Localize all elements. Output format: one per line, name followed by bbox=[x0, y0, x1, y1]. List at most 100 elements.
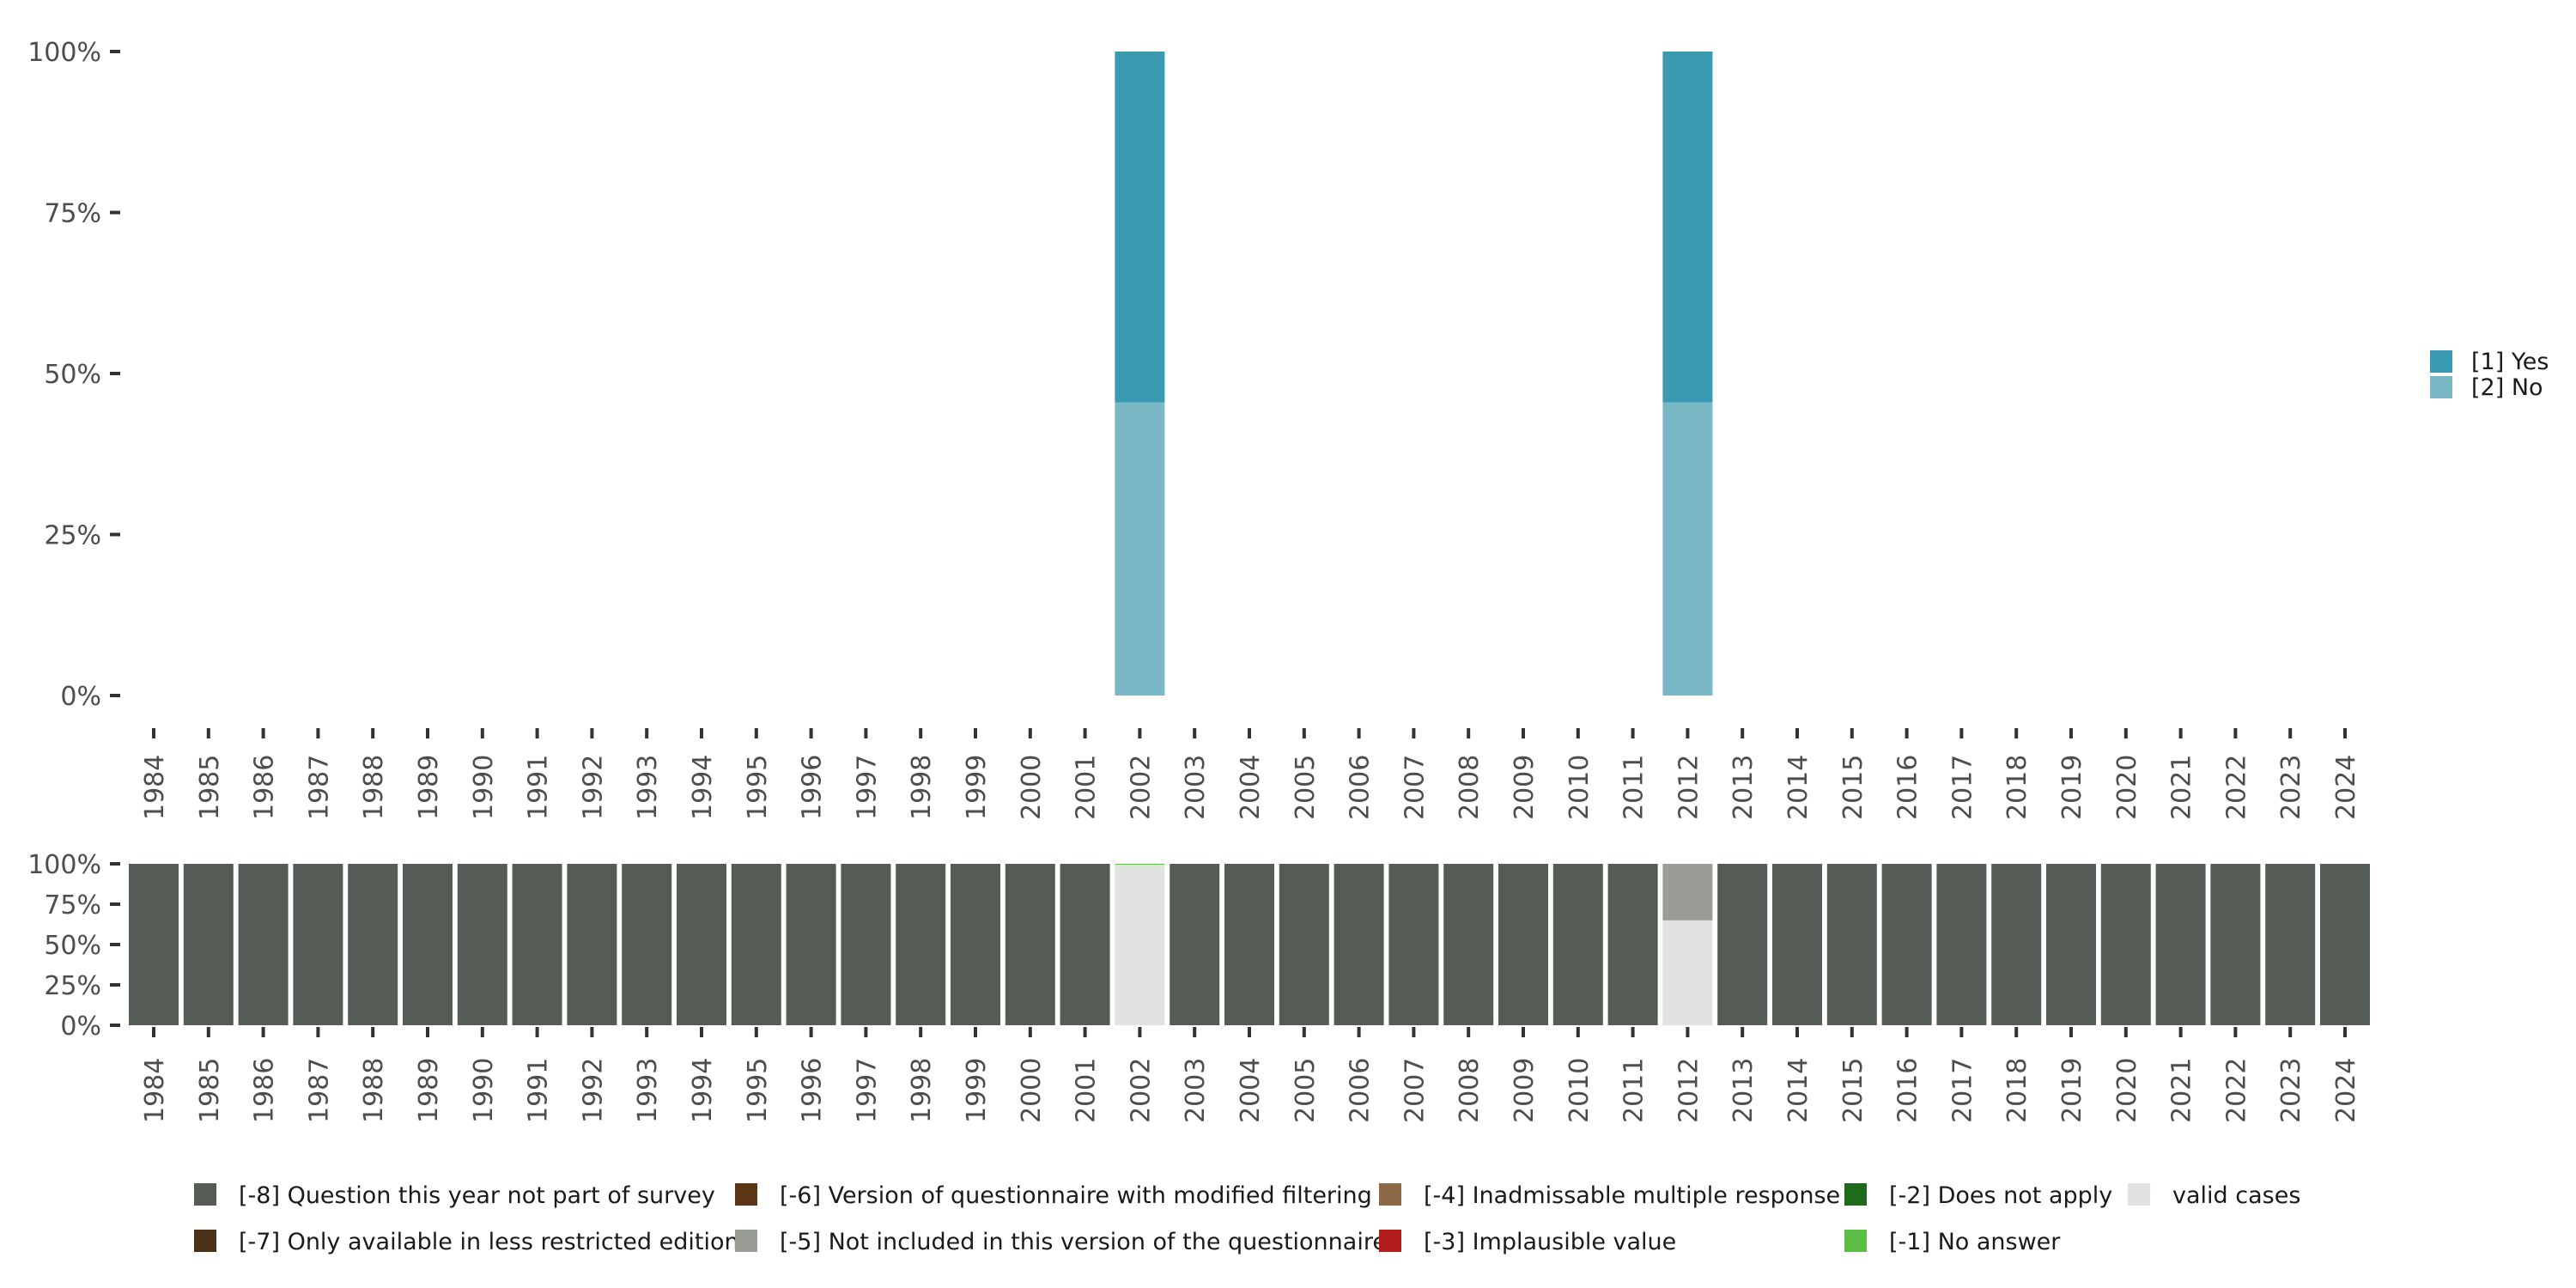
bottom-legend-label: [-1] No answer bbox=[1889, 1229, 2061, 1255]
missing-bar-1994 bbox=[677, 864, 726, 1025]
missing-bar-1992 bbox=[567, 864, 617, 1025]
bottom-legend-label: [-3] Implausible value bbox=[1424, 1229, 1676, 1255]
x-tick-label: 2014 bbox=[1783, 755, 1814, 820]
missing-bar-2002 bbox=[1115, 864, 1165, 1025]
y-tick-label: 25% bbox=[44, 521, 101, 551]
x-tick-label: 1984 bbox=[140, 755, 170, 820]
x-tick-label: 2006 bbox=[1346, 755, 1376, 820]
x-tick-label: 1994 bbox=[688, 755, 718, 820]
missing-bar-2000 bbox=[1005, 864, 1055, 1025]
x-tick-label: 1993 bbox=[633, 1058, 663, 1123]
x-tick-label: 2023 bbox=[2276, 755, 2306, 820]
x-tick-label: 2015 bbox=[1838, 755, 1868, 820]
x-tick-label: 2021 bbox=[2167, 755, 2197, 820]
bottom-legend-swatch bbox=[194, 1183, 216, 1206]
missing-bar-2005 bbox=[1279, 864, 1329, 1025]
x-tick-label: 2003 bbox=[1181, 1058, 1211, 1123]
missing-bar-1997 bbox=[841, 864, 891, 1025]
missing-bar-2003 bbox=[1170, 864, 1220, 1025]
missing-bar-2024 bbox=[2320, 864, 2370, 1025]
missing-bar-2013 bbox=[1717, 864, 1768, 1025]
missing-bar-1985 bbox=[183, 864, 234, 1025]
bottom-legend-label: valid cases bbox=[2172, 1182, 2300, 1209]
missing-bar-2009 bbox=[1498, 864, 1548, 1025]
x-tick-label: 2004 bbox=[1236, 755, 1266, 820]
x-tick-label: 2018 bbox=[2002, 755, 2032, 820]
missing-bar-1998 bbox=[896, 864, 946, 1025]
x-tick-label: 2005 bbox=[1291, 755, 1321, 820]
missing-bar-1996 bbox=[786, 864, 836, 1025]
missing-bar-2002 bbox=[1115, 864, 1165, 865]
missing-bar-2016 bbox=[1881, 864, 1932, 1025]
x-tick-label: 2005 bbox=[1291, 1058, 1321, 1123]
x-tick-label: 2010 bbox=[1564, 755, 1595, 820]
bottom-legend-label: [-7] Only available in less restricted e… bbox=[239, 1229, 739, 1255]
legend-swatch-yes bbox=[2430, 350, 2452, 373]
x-tick-label: 2008 bbox=[1455, 1058, 1485, 1123]
x-tick-label: 2002 bbox=[1126, 755, 1156, 820]
x-tick-label: 1996 bbox=[798, 755, 828, 820]
x-tick-label: 2000 bbox=[1017, 755, 1047, 820]
x-tick-label: 1986 bbox=[250, 1058, 280, 1123]
missing-bar-2007 bbox=[1388, 864, 1439, 1025]
x-tick-label: 1987 bbox=[304, 1058, 334, 1123]
bottom-legend-label: [-2] Does not apply bbox=[1889, 1182, 2112, 1209]
missing-bar-2004 bbox=[1224, 864, 1274, 1025]
x-tick-label: 1989 bbox=[414, 1058, 444, 1123]
x-tick-label: 2017 bbox=[1947, 755, 1978, 820]
x-tick-label: 2018 bbox=[2002, 1058, 2032, 1123]
x-tick-label: 2007 bbox=[1400, 755, 1430, 820]
y-tick-label: 50% bbox=[44, 360, 101, 390]
missing-bar-2018 bbox=[1991, 864, 2042, 1025]
x-tick-label: 1986 bbox=[250, 755, 280, 820]
bottom-legend-swatch bbox=[1844, 1183, 1867, 1206]
bottom-legend-swatch bbox=[735, 1230, 757, 1252]
y-tick-label: 0% bbox=[60, 682, 101, 712]
x-tick-label: 2022 bbox=[2221, 1058, 2251, 1123]
x-tick-label: 2001 bbox=[1072, 1058, 1102, 1123]
bar-2002-no bbox=[1115, 402, 1165, 696]
missing-bar-2010 bbox=[1552, 864, 1603, 1025]
x-tick-label: 1985 bbox=[195, 1058, 225, 1123]
x-tick-label: 2003 bbox=[1181, 755, 1211, 820]
x-tick-label: 1994 bbox=[688, 1058, 718, 1123]
x-tick-label: 2014 bbox=[1783, 1058, 1814, 1123]
missing-bar-2011 bbox=[1607, 864, 1658, 1025]
bottom-bars-group bbox=[129, 864, 2370, 1025]
missing-bar-1986 bbox=[238, 864, 289, 1025]
bottom-legend-label: [-5] Not included in this version of the… bbox=[780, 1229, 1387, 1255]
bottom-legend-swatch bbox=[2128, 1183, 2150, 1206]
x-tick-label: 2017 bbox=[1947, 1058, 1978, 1123]
x-tick-label: 1996 bbox=[798, 1058, 828, 1123]
x-tick-label: 2019 bbox=[2057, 1058, 2087, 1123]
x-tick-label: 1997 bbox=[852, 1058, 882, 1123]
bottom-legend-swatch bbox=[735, 1183, 757, 1206]
x-tick-label: 2024 bbox=[2331, 755, 2361, 820]
x-tick-label: 2011 bbox=[1619, 1058, 1649, 1123]
y-tick-label: 50% bbox=[44, 931, 101, 961]
x-tick-label: 2009 bbox=[1510, 755, 1540, 820]
x-tick-label: 1992 bbox=[578, 1058, 608, 1123]
x-tick-label: 1990 bbox=[469, 755, 499, 820]
y-tick-label: 0% bbox=[60, 1012, 101, 1042]
x-tick-label: 2016 bbox=[1893, 1058, 1923, 1123]
x-tick-label: 2020 bbox=[2112, 755, 2142, 820]
y-tick-label: 100% bbox=[27, 38, 101, 68]
x-tick-label: 1988 bbox=[359, 1058, 389, 1123]
missing-bar-1989 bbox=[403, 864, 453, 1025]
x-tick-label: 1990 bbox=[469, 1058, 499, 1123]
x-tick-label: 1991 bbox=[524, 755, 554, 820]
legend-label: [1] Yes bbox=[2471, 349, 2549, 375]
x-tick-label: 1985 bbox=[195, 755, 225, 820]
x-tick-label: 2013 bbox=[1728, 755, 1759, 820]
missing-bar-2020 bbox=[2100, 864, 2151, 1025]
x-tick-label: 2008 bbox=[1455, 755, 1485, 820]
missing-bar-2015 bbox=[1826, 864, 1877, 1025]
x-tick-label: 1992 bbox=[578, 755, 608, 820]
x-tick-label: 1989 bbox=[414, 755, 444, 820]
x-tick-label: 1984 bbox=[140, 1058, 170, 1123]
x-tick-label: 2020 bbox=[2112, 1058, 2142, 1123]
missing-bar-1984 bbox=[129, 864, 179, 1025]
y-tick-label: 100% bbox=[27, 850, 101, 880]
